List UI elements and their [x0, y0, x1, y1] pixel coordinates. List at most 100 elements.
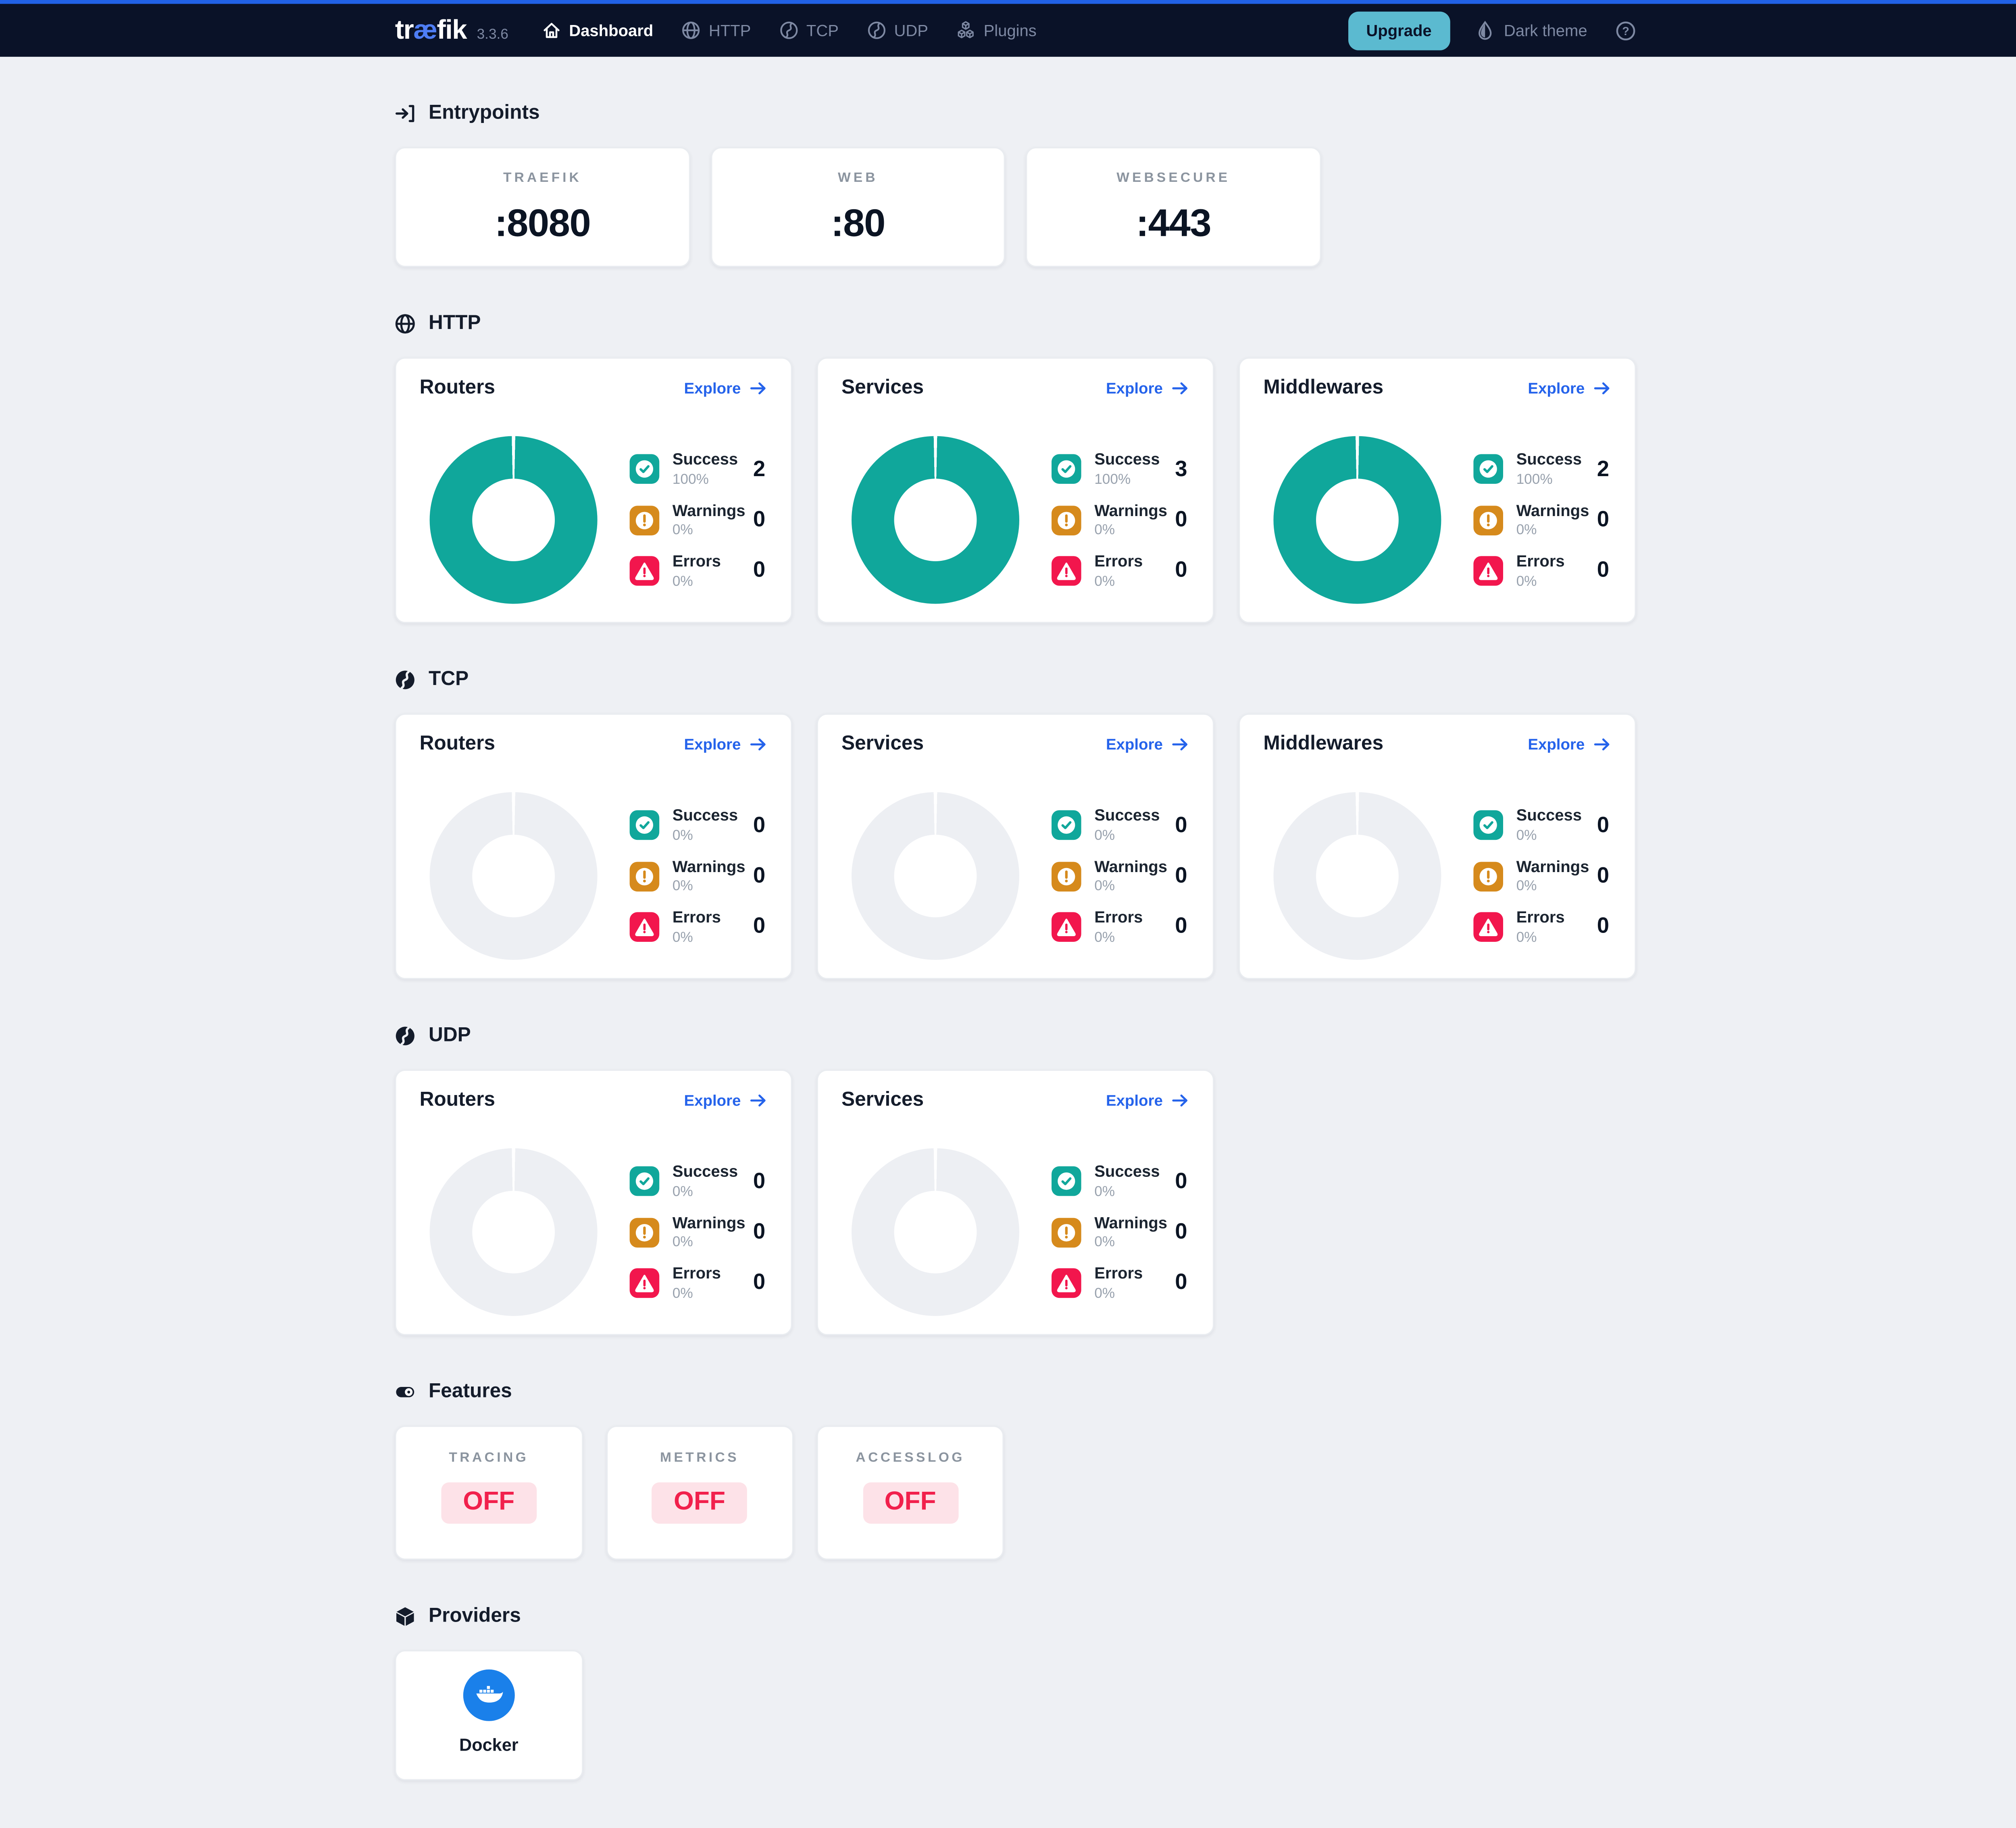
nav-item-http[interactable]: HTTP [682, 21, 751, 40]
chart-card: Routers Explore Success 0% 0 [395, 713, 793, 979]
donut-wrap [841, 1148, 1029, 1316]
success-icon [1474, 810, 1504, 840]
globe-icon [683, 21, 700, 39]
stat-percent: 100% [1094, 472, 1131, 487]
providers-cards: Docker [395, 1650, 1636, 1780]
stat-text: Warnings 0% [673, 502, 746, 538]
explore-link[interactable]: Explore [1528, 735, 1612, 754]
nav-label: Plugins [983, 21, 1037, 40]
success-icon [1474, 454, 1504, 484]
explore-link[interactable]: Explore [1528, 379, 1612, 398]
entrypoint-name: WEB [838, 170, 878, 186]
stat-warnings: Warnings 0% 0 [630, 1214, 768, 1251]
stat-label: Warnings [672, 858, 746, 876]
stat-value: 0 [753, 1219, 766, 1244]
navbar-right: Upgrade Dark theme ? [1348, 11, 1637, 50]
help-icon: ? [1616, 21, 1635, 40]
stat-value: 0 [753, 507, 766, 532]
card-body: Success 0% 0 Warnings 0% 0 [420, 1148, 768, 1316]
swirl-icon [396, 1026, 415, 1045]
feature-name: TRACING [449, 1450, 529, 1466]
donut-chart [851, 1148, 1019, 1316]
arrow-right-icon [1594, 382, 1610, 395]
stat-warnings: Warnings 0% 0 [630, 502, 768, 538]
section-entrypoints: Entrypoints TRAEFIK :8080 WEB :80 WEBSEC… [395, 101, 1636, 267]
docker-icon [463, 1669, 515, 1721]
explore-label: Explore [1106, 379, 1163, 398]
cube-icon [396, 1606, 414, 1626]
stat-text: Success 0% [1516, 807, 1582, 843]
stat-percent: 0% [672, 1235, 693, 1251]
warning-icon [630, 861, 660, 891]
stat-text: Success 0% [1094, 1163, 1160, 1200]
stat-percent: 0% [1094, 573, 1115, 589]
card-title: Routers [419, 1089, 496, 1111]
brand-logo[interactable]: træfik 3.3.6 [395, 15, 508, 46]
dark-theme-toggle[interactable]: Dark theme [1475, 20, 1587, 41]
stat-success: Success 0% 0 [1052, 807, 1190, 843]
stat-label: Success [1094, 451, 1160, 469]
explore-link[interactable]: Explore [1106, 379, 1190, 398]
card-header: Routers Explore [420, 1089, 768, 1112]
nav-item-udp[interactable]: UDP [867, 21, 928, 40]
udp-cards: Routers Explore Success 0% 0 [395, 1069, 1636, 1335]
card-body: Success 100% 2 Warnings 0% 0 [1263, 436, 1612, 604]
arrow-right-icon [750, 1094, 766, 1107]
section-providers: Providers Docker [395, 1604, 1636, 1780]
stat-percent: 0% [1516, 929, 1537, 945]
explore-link[interactable]: Explore [684, 1091, 768, 1110]
stat-percent: 0% [1094, 828, 1115, 844]
arrow-right-icon [1172, 382, 1188, 395]
arrow-right-icon [750, 738, 766, 751]
card-header: Routers Explore [420, 733, 768, 756]
nav-item-dashboard[interactable]: Dashboard [542, 21, 653, 40]
success-icon [630, 1166, 660, 1196]
stats-list: Success 0% 0 Warnings 0% 0 [1052, 1163, 1190, 1301]
section-title-text: Entrypoints [429, 101, 540, 123]
provider-name: Docker [459, 1735, 519, 1755]
explore-link[interactable]: Explore [1106, 735, 1190, 754]
stat-warnings: Warnings 0% 0 [1474, 858, 1612, 894]
stat-errors: Errors 0% 0 [1474, 908, 1612, 945]
entrypoint-card: TRAEFIK :8080 [395, 147, 690, 267]
stat-text: Errors 0% [673, 908, 721, 945]
explore-link[interactable]: Explore [684, 379, 768, 398]
explore-link[interactable]: Explore [1106, 1091, 1190, 1110]
nav-item-tcp[interactable]: TCP [779, 21, 839, 40]
stat-percent: 0% [1094, 879, 1115, 895]
stat-errors: Errors 0% 0 [630, 908, 768, 945]
swirl-icon [780, 21, 798, 39]
stat-percent: 0% [672, 523, 693, 538]
stat-label: Warnings [1094, 502, 1167, 520]
success-icon [1052, 454, 1082, 484]
upgrade-button[interactable]: Upgrade [1348, 11, 1450, 50]
stat-value: 0 [1175, 812, 1187, 837]
stat-text: Success 0% [1094, 807, 1160, 843]
warning-icon [1474, 861, 1504, 891]
success-icon [630, 454, 660, 484]
stat-text: Errors 0% [673, 1265, 721, 1301]
section-features: Features TRACING OFF METRICS OFF ACCESSL… [395, 1380, 1636, 1560]
help-button[interactable]: ? [1616, 20, 1636, 41]
arrow-right-icon [750, 382, 766, 395]
stat-percent: 0% [1516, 523, 1537, 538]
explore-label: Explore [1528, 735, 1585, 754]
stat-label: Warnings [672, 502, 746, 520]
donut-chart [429, 792, 597, 960]
stat-text: Errors 0% [1094, 552, 1143, 589]
explore-link[interactable]: Explore [684, 735, 768, 754]
success-icon [630, 810, 660, 840]
home-icon [544, 23, 560, 38]
card-title: Routers [419, 377, 496, 399]
stat-value: 0 [1597, 507, 1609, 532]
stat-percent: 0% [1516, 828, 1537, 844]
section-title: Providers [395, 1604, 1636, 1627]
nav-item-plugins[interactable]: Plugins [956, 21, 1037, 40]
stat-value: 0 [1175, 1168, 1187, 1193]
features-cards: TRACING OFF METRICS OFF ACCESSLOG OFF [395, 1426, 1636, 1560]
stat-value: 0 [753, 914, 766, 939]
entrypoint-port: :443 [1136, 202, 1211, 245]
card-header: Services Explore [841, 733, 1190, 756]
navbar-inner: træfik 3.3.6 Dashboard HTTP TCP [395, 11, 1636, 50]
section-title: Entrypoints [395, 101, 1636, 124]
